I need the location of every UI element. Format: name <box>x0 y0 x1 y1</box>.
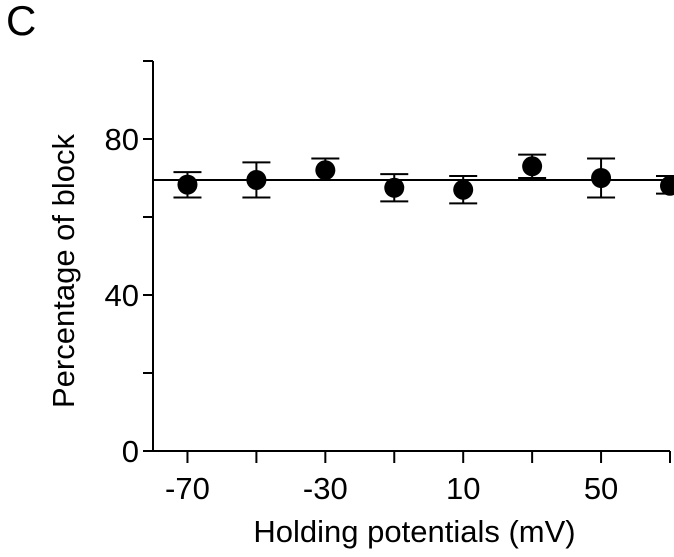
y-tick-label: 40 <box>105 278 139 313</box>
x-tick-label: -30 <box>303 471 348 506</box>
data-point <box>453 179 474 200</box>
y-axis-title: Percentage of block <box>46 134 81 409</box>
axes: 0 40 80 -70 -30 10 50 <box>105 60 671 506</box>
y-tick-label: 0 <box>122 434 139 469</box>
data-marks <box>153 153 674 205</box>
data-point <box>246 169 267 190</box>
data-point <box>522 156 543 177</box>
x-tick-label: -70 <box>165 471 210 506</box>
panel-label: C <box>6 0 37 44</box>
x-tick-label: 10 <box>446 471 480 506</box>
x-axis-title: Holding potentials (mV) <box>253 514 575 549</box>
data-point <box>660 175 674 196</box>
data-point <box>591 168 612 188</box>
data-point <box>384 177 405 198</box>
y-tick-label: 80 <box>105 122 139 157</box>
x-tick-label: 50 <box>584 471 618 506</box>
data-point <box>315 160 336 181</box>
data-point <box>177 174 198 195</box>
